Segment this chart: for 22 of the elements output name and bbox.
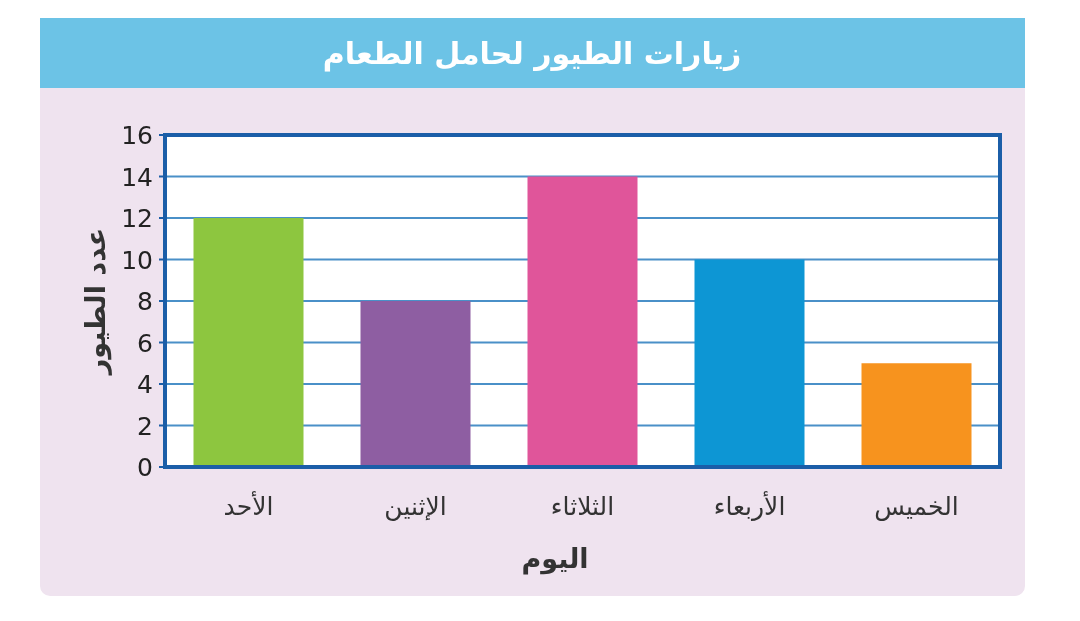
y-tick-label: 12	[121, 204, 153, 233]
y-tick-label: 4	[137, 370, 153, 399]
bar	[527, 176, 638, 467]
x-tick-label: الثلاثاء	[550, 492, 615, 521]
y-tick-label: 2	[137, 411, 153, 441]
bar	[694, 259, 805, 467]
x-axis-title: اليوم	[521, 543, 589, 575]
y-tick-label: 8	[137, 287, 153, 316]
y-tick-label: 16	[121, 121, 153, 150]
x-tick-label: الإثنين	[384, 492, 447, 521]
y-tick-label: 6	[137, 328, 153, 358]
y-tick-label: 10	[121, 245, 153, 275]
bar	[861, 363, 972, 467]
x-tick-label: الأحد	[223, 490, 274, 521]
y-tick-label: 14	[121, 162, 153, 192]
bar	[193, 218, 304, 467]
x-tick-label: الخميس	[874, 492, 959, 521]
y-axis-title: عدد الطيور	[80, 227, 112, 377]
y-tick-label: 0	[137, 453, 153, 482]
chart-title: زيارات الطيور لحامل الطعام	[322, 36, 742, 72]
bar	[360, 301, 471, 467]
x-tick-label: الأربعاء	[713, 490, 786, 521]
